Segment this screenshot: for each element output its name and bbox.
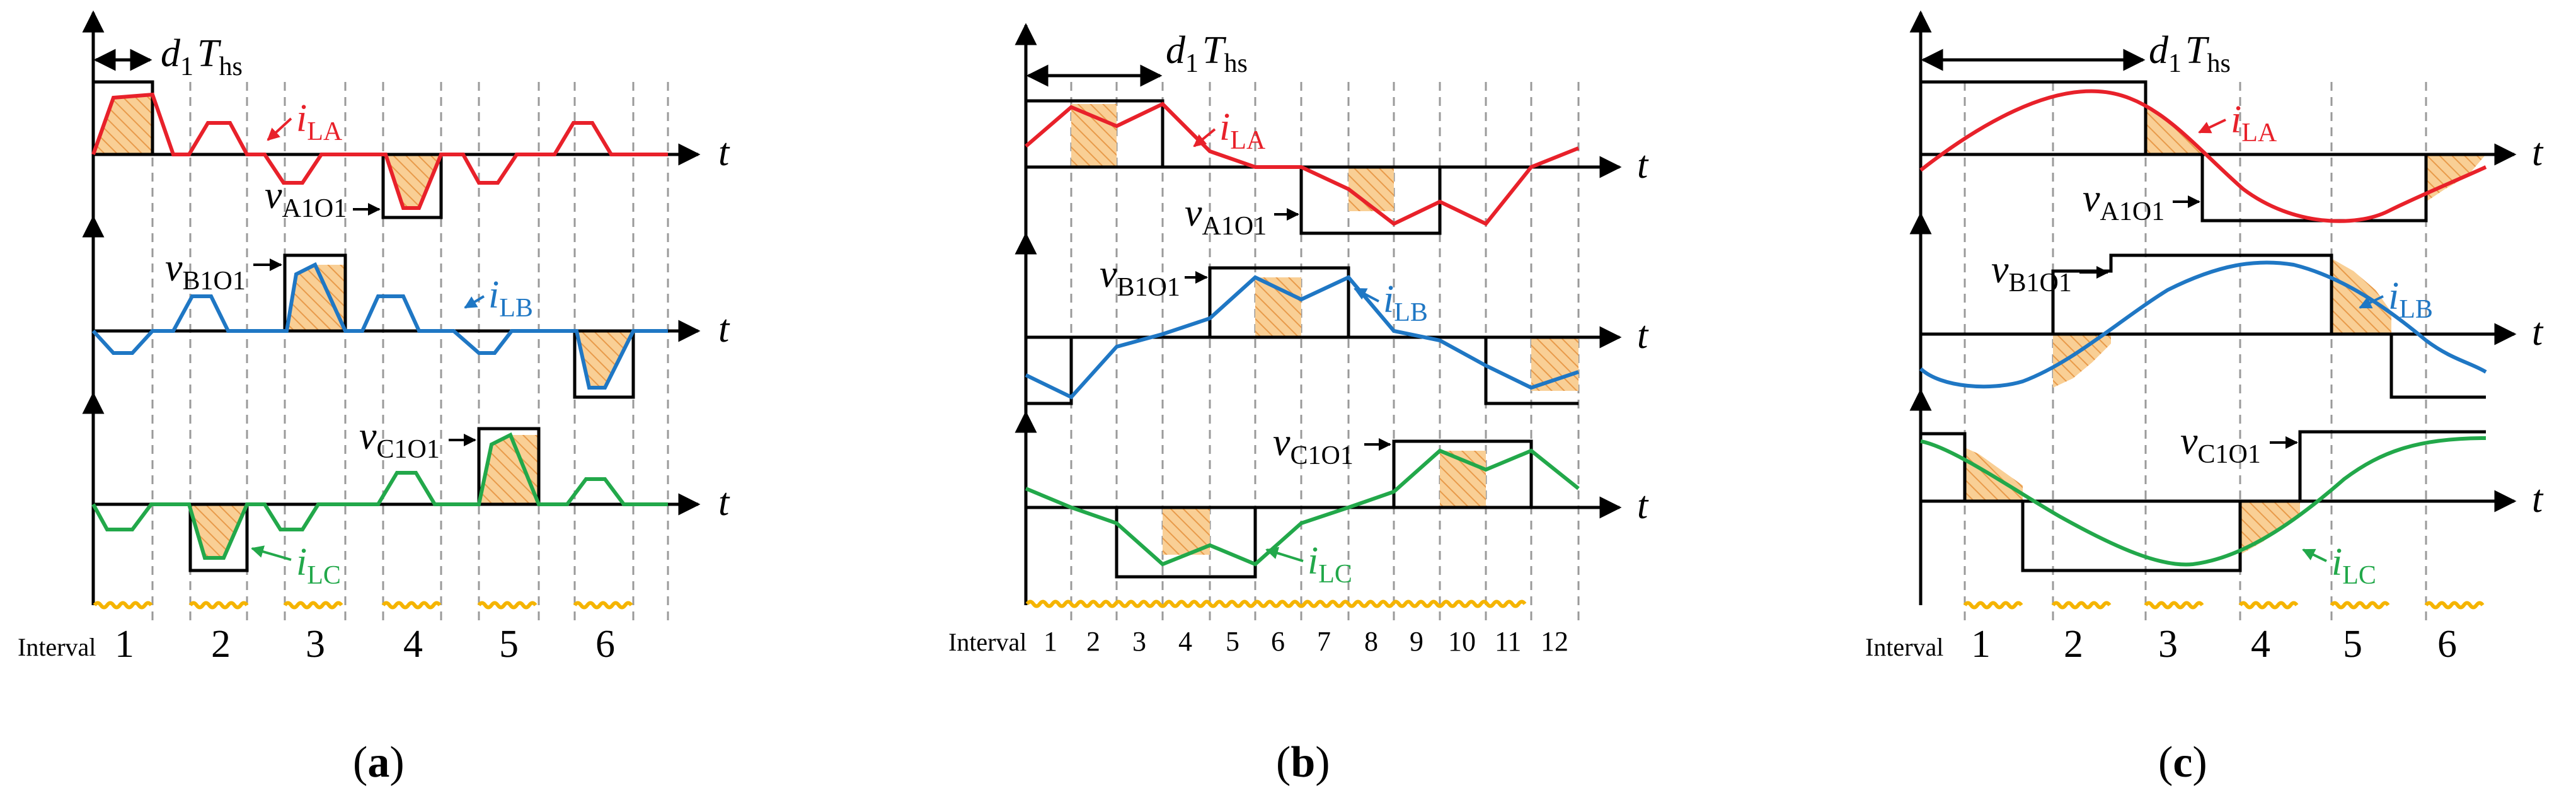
hatched-regions xyxy=(95,95,633,558)
pointer-ilb xyxy=(2359,295,2384,309)
label-ilc: iLC xyxy=(296,541,341,590)
interval-label: Interval xyxy=(948,628,1026,656)
interval-number: 3 xyxy=(1132,626,1146,657)
interval-number: 11 xyxy=(1495,626,1521,657)
t-label: t xyxy=(718,481,730,524)
interval-number: 7 xyxy=(1317,626,1331,657)
label-va: vA1O1 xyxy=(265,174,347,223)
pointer-ilc xyxy=(251,545,292,561)
label-vc: vC1O1 xyxy=(1273,421,1354,470)
label-vb: vB1O1 xyxy=(165,246,246,296)
axes xyxy=(1909,10,2517,605)
interval-number: 5 xyxy=(499,623,519,666)
pointer-ila xyxy=(1193,128,1216,148)
label-va: vA1O1 xyxy=(1185,192,1267,241)
voltage-waveforms xyxy=(1026,99,1578,579)
panel-c: d1Ths t t t iLA vA1O1 vB1O1 iLB vC1O1 iL… xyxy=(1865,10,2544,787)
interval-number: 4 xyxy=(2251,623,2270,666)
label-ilb: iLB xyxy=(488,274,533,323)
interval-markers xyxy=(1025,599,1527,608)
label-vc: vC1O1 xyxy=(2180,420,2261,469)
interval-number: 6 xyxy=(1271,626,1285,657)
t-label: t xyxy=(1637,314,1649,357)
duty-label: d1Ths xyxy=(161,32,243,81)
interval-number: 10 xyxy=(1448,626,1476,657)
label-ila: iLA xyxy=(296,97,343,146)
current-ilb xyxy=(1025,275,1579,400)
t-label: t xyxy=(2532,131,2544,174)
interval-number: 3 xyxy=(306,623,325,666)
interval-markers xyxy=(93,601,633,610)
hatched-regions xyxy=(1071,104,1578,555)
label-ilc: iLC xyxy=(2332,541,2376,590)
interval-label: Interval xyxy=(1865,633,1943,661)
interval-number: 2 xyxy=(211,623,231,666)
duty-label: d1Ths xyxy=(2149,29,2231,78)
interval-numbers: 1 2 3 4 5 6 xyxy=(115,623,615,666)
pointer-ila xyxy=(2198,119,2226,134)
t-label: t xyxy=(718,308,730,350)
interval-number: 12 xyxy=(1541,626,1568,657)
pointer-ilc xyxy=(2302,548,2327,562)
panel-b: d1Ths t t t iLA vA1O1 vB1O1 iLB vC1O1 iL… xyxy=(948,23,1649,787)
interval-gridlines xyxy=(1070,82,1580,624)
t-label: t xyxy=(1637,144,1649,187)
current-ila xyxy=(91,92,668,210)
interval-number: 6 xyxy=(595,623,615,666)
interval-markers xyxy=(1963,601,2485,610)
voltage-waveforms xyxy=(1921,80,2486,572)
t-label: t xyxy=(2532,478,2544,521)
interval-label: Interval xyxy=(18,633,96,661)
interval-number: 9 xyxy=(1410,626,1423,657)
label-vb: vB1O1 xyxy=(1991,248,2072,298)
pointer-ila xyxy=(267,117,292,141)
interval-number: 1 xyxy=(1044,626,1057,657)
interval-number: 1 xyxy=(1971,623,1991,666)
t-label: t xyxy=(2532,311,2544,354)
interval-number: 1 xyxy=(115,623,134,666)
current-ilc xyxy=(1025,448,1580,567)
panel-a: d1Ths t t t iLA vA1O1 vB1O1 iLB vC1O1 iL… xyxy=(18,10,730,787)
interval-gridlines xyxy=(1964,82,2427,624)
interval-number: 8 xyxy=(1364,626,1378,657)
current-ilc xyxy=(1920,436,2487,567)
panel-caption: (a) xyxy=(353,738,405,787)
panel-caption: (c) xyxy=(2158,738,2207,787)
current-ilb xyxy=(91,262,668,390)
t-label: t xyxy=(1637,484,1649,527)
label-vb: vB1O1 xyxy=(1100,253,1180,302)
label-va: vA1O1 xyxy=(2083,177,2165,226)
pointer-ilc xyxy=(1265,547,1304,562)
interval-number: 4 xyxy=(403,623,423,666)
label-ilb: iLB xyxy=(1383,278,1428,327)
pointer-ilb xyxy=(464,295,485,309)
panel-caption: (b) xyxy=(1276,738,1330,787)
current-ila xyxy=(1025,101,1580,226)
interval-number: 5 xyxy=(2343,623,2362,666)
interval-number: 5 xyxy=(1226,626,1239,657)
label-ila: iLA xyxy=(1219,106,1266,155)
pointer-ilb xyxy=(1354,287,1379,303)
label-ilc: iLC xyxy=(1308,540,1352,589)
current-ila xyxy=(1919,89,2487,223)
duty-label: d1Ths xyxy=(1166,29,1248,78)
interval-number: 2 xyxy=(1086,626,1100,657)
current-ilc xyxy=(91,432,668,560)
interval-number: 4 xyxy=(1178,626,1192,657)
interval-number: 2 xyxy=(2064,623,2083,666)
interval-number: 6 xyxy=(2437,623,2457,666)
label-ilb: iLB xyxy=(2388,275,2433,324)
t-label: t xyxy=(718,131,730,174)
interval-number: 3 xyxy=(2158,623,2178,666)
current-ilb xyxy=(1919,260,2487,389)
label-vc: vC1O1 xyxy=(359,415,440,464)
label-ila: iLA xyxy=(2231,98,2277,148)
